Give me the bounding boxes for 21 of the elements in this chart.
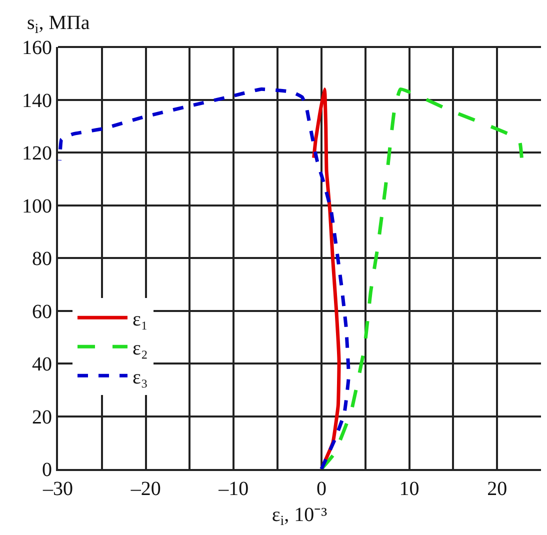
- y-tick-label: 0: [42, 459, 52, 481]
- y-tick-label: 160: [22, 37, 52, 59]
- y-axis-title: s$_{i}$, МПа: [27, 12, 90, 38]
- x-tick-label: 20: [487, 478, 508, 500]
- line-series: [58, 87, 350, 469]
- legend-label: ε₃: [132, 366, 148, 388]
- x-tick-label: –20: [130, 478, 161, 500]
- y-tick-label: 80: [32, 248, 52, 270]
- legend-label: ε₁: [132, 308, 148, 330]
- legend-label: ε₂: [132, 337, 148, 360]
- x-tick-label: –30: [42, 478, 73, 500]
- x-tick-label: 10: [399, 478, 420, 500]
- x-tick-label: 0: [316, 478, 326, 500]
- y-tick-label: 140: [22, 90, 52, 112]
- y-tick-label: 40: [32, 354, 52, 376]
- y-tick-label: 20: [32, 406, 52, 428]
- y-tick-label: 60: [32, 300, 52, 323]
- x-tick-label: –10: [218, 478, 249, 500]
- y-tick-label: 120: [22, 142, 52, 164]
- y-tick-label: 100: [22, 195, 52, 218]
- x-axis-title: ε$_{i}$, 10⁻³: [272, 504, 328, 530]
